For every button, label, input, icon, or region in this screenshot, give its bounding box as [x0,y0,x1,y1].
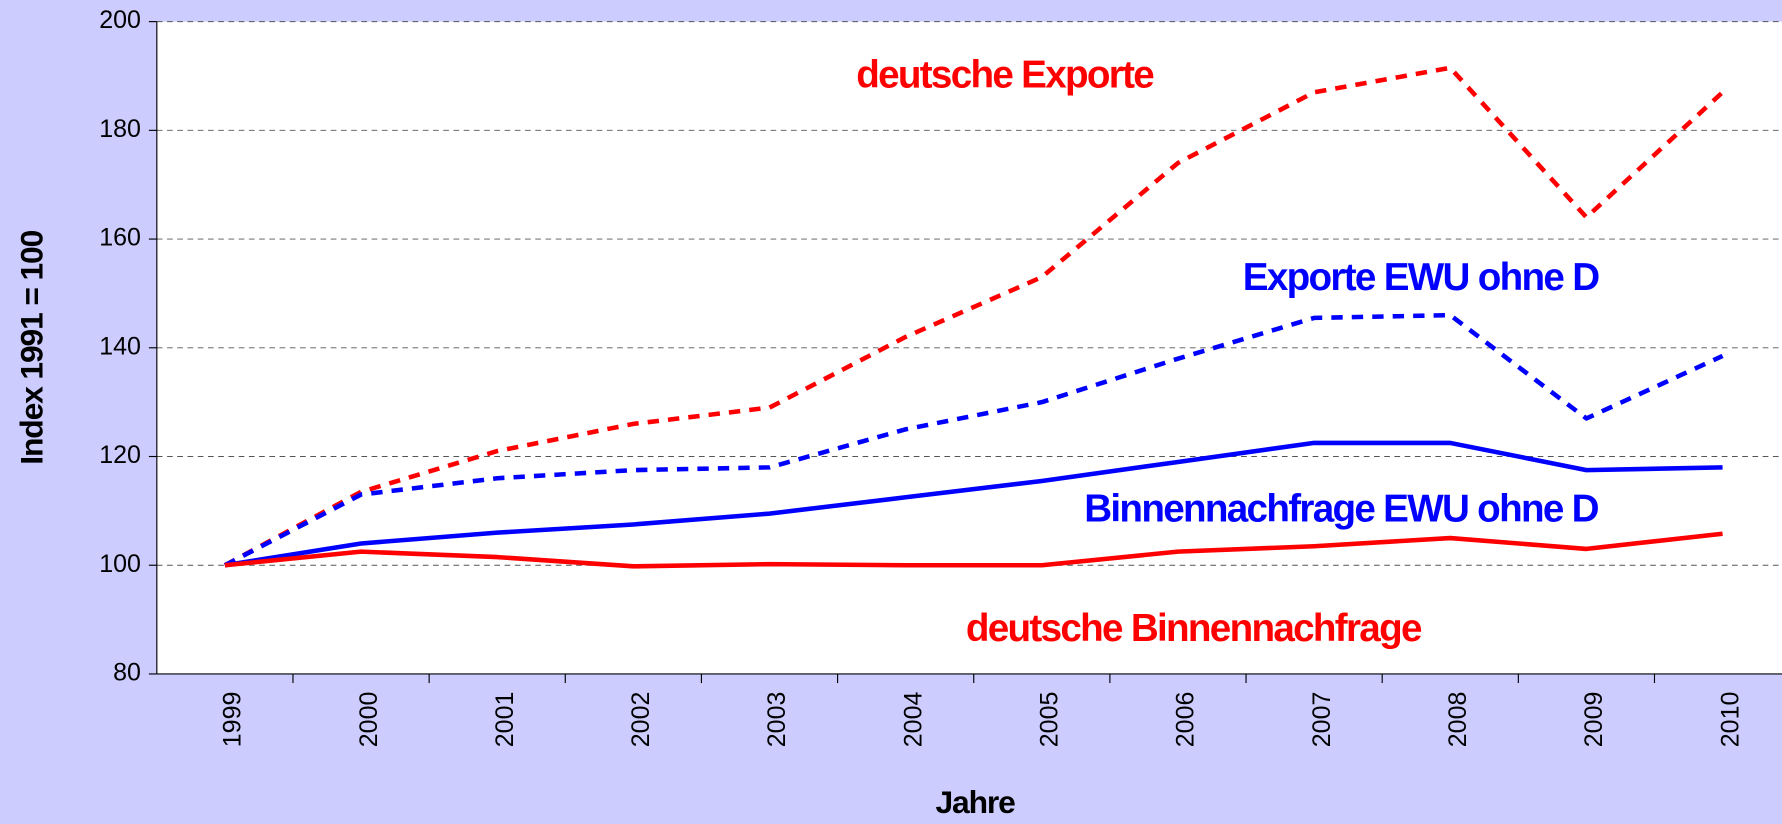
x-tick-label: 2002 [627,692,655,748]
y-tick-label: 100 [99,550,141,578]
series-line [224,531,1723,569]
y-tick-label: 200 [99,6,141,34]
y-tick-label: 140 [99,332,141,360]
y-tick-label: 160 [99,224,141,252]
series-label: Binnennachfrage EWU ohne D [1084,488,1598,531]
x-tick-label: 2000 [355,692,383,748]
x-tick-label: 2001 [491,692,519,748]
x-tick-label: 2005 [1036,692,1064,748]
series-line [223,312,1724,568]
x-tick-label: 1999 [219,692,247,748]
x-axis-title: Jahre [935,784,1015,820]
series-line [223,65,1725,568]
y-tick-label: 120 [99,441,141,469]
series-line [224,440,1723,568]
x-tick-label: 2010 [1716,692,1744,748]
x-tick-label: 2006 [1172,692,1200,748]
series-label: deutsche Binnennachfrage [966,607,1422,650]
y-tick-label: 180 [99,115,141,143]
x-tick-label: 2009 [1580,692,1608,748]
x-tick-label: 2008 [1444,692,1472,748]
x-tick-label: 2004 [899,692,927,748]
series-label: deutsche Exporte [856,54,1154,97]
y-axis-title: Index 1991 = 100 [14,230,50,464]
y-tick-label: 80 [113,659,141,687]
series-label: Exporte EWU ohne D [1243,256,1599,299]
x-tick-label: 2007 [1308,692,1336,748]
x-tick-label: 2003 [763,692,791,748]
